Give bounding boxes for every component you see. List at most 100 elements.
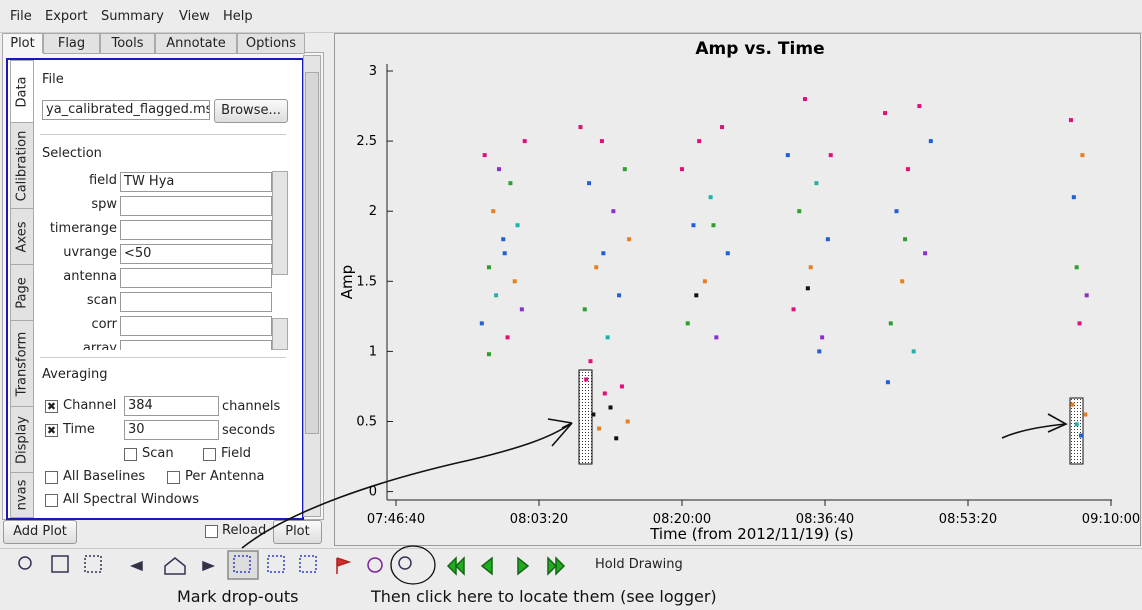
channel-checkbox[interactable]: ✖ [45, 400, 58, 413]
annotation: Then click here to locate them (see logg… [371, 587, 717, 606]
menu-item[interactable]: File [10, 9, 32, 24]
side-tab[interactable]: Calibration [10, 122, 34, 210]
y-tick-label: 1 [369, 344, 377, 359]
field-label: timerange [49, 221, 117, 236]
y-tick-label: 0.5 [356, 414, 377, 429]
file-path[interactable]: ya_calibrated_flagged.ms [42, 100, 210, 120]
hold-drawing[interactable]: Hold Drawing [595, 557, 683, 572]
field-label: field [88, 173, 117, 188]
point [627, 237, 632, 242]
point [1070, 402, 1075, 407]
x-tick-label: 08:03:20 [510, 512, 568, 527]
option-checkbox[interactable] [45, 494, 58, 507]
x-tick-label: 09:10:00 [1082, 512, 1140, 527]
side-tab[interactable]: Page [10, 264, 34, 322]
selection-fields: field TW Hya spw timerange uvrange <50 antenna… [0, 168, 300, 350]
menu-item[interactable]: Export [45, 9, 88, 24]
menu-item[interactable]: Summary [101, 9, 164, 24]
point [702, 279, 707, 284]
point [888, 321, 893, 326]
point [599, 139, 604, 144]
side-tab-label: Calibration [14, 130, 30, 202]
time-checkbox[interactable]: ✖ [45, 424, 58, 437]
point [1084, 293, 1089, 298]
point [578, 125, 583, 130]
side-tab-label: Data [14, 76, 30, 108]
field-label: spw [91, 197, 117, 212]
averaging-heading: Averaging [42, 367, 108, 382]
option-checkbox[interactable] [167, 471, 180, 484]
tab[interactable]: Plot [2, 33, 43, 53]
point [697, 139, 702, 144]
plot-button[interactable]: Plot [273, 520, 322, 544]
tab[interactable]: Tools [100, 33, 155, 54]
side-tab[interactable]: Data [10, 60, 34, 124]
field-input[interactable] [120, 196, 272, 216]
y-tick-label: 3 [369, 64, 377, 79]
point [479, 321, 484, 326]
point [594, 265, 599, 270]
option-checkbox[interactable] [45, 471, 58, 484]
point [900, 279, 905, 284]
point [720, 125, 725, 130]
reload-checkbox[interactable] [205, 525, 218, 538]
point [685, 321, 690, 326]
point [588, 359, 593, 364]
field-input[interactable] [120, 292, 272, 312]
side-tab-label: Display [14, 416, 30, 464]
point [508, 181, 513, 186]
point [885, 380, 890, 385]
time-input[interactable]: 30 [124, 420, 219, 440]
menu-item[interactable]: Help [223, 9, 253, 24]
option-checkbox[interactable] [124, 448, 137, 461]
menu-bar [0, 0, 1142, 33]
browse-button[interactable]: Browse... [214, 99, 288, 123]
point [711, 223, 716, 228]
time-label: Time [63, 422, 95, 437]
annotation: Mark drop-outs [177, 587, 299, 606]
point [1078, 433, 1083, 438]
tab[interactable]: Annotate [155, 33, 237, 54]
point [622, 167, 627, 172]
point [708, 195, 713, 200]
y-axis-label: Amp [338, 265, 356, 299]
option-checkbox[interactable] [203, 448, 216, 461]
point [917, 104, 922, 109]
point [486, 352, 491, 357]
field-scroll-2 [272, 318, 288, 350]
point [820, 335, 825, 340]
add-plot-button[interactable]: Add Plot [3, 520, 77, 544]
reload-label: Reload [222, 523, 267, 538]
point [1077, 321, 1082, 326]
tab[interactable]: Flag [43, 33, 100, 54]
point [597, 426, 602, 431]
x-axis-label: Time (from 2012/11/19) (s) [649, 525, 854, 543]
point [512, 279, 517, 284]
field-input[interactable] [120, 268, 272, 288]
side-tab[interactable]: Display [10, 406, 34, 474]
field-input[interactable] [120, 340, 272, 350]
side-tab[interactable]: Axes [10, 208, 34, 266]
point [482, 153, 487, 158]
scroll-thumb [305, 72, 319, 434]
side-tab[interactable]: nvas [10, 472, 34, 518]
field-input[interactable]: <50 [120, 244, 272, 264]
point [1080, 153, 1085, 158]
menu-item[interactable]: View [179, 9, 210, 24]
point [1071, 195, 1076, 200]
field-input[interactable] [120, 316, 272, 336]
side-tab[interactable]: Transform [10, 320, 34, 408]
side-tab-label: Transform [14, 331, 30, 397]
point [1083, 412, 1088, 417]
point [608, 405, 613, 410]
tab[interactable]: Options [237, 33, 305, 54]
field-input[interactable] [120, 220, 272, 240]
field-input[interactable]: TW Hya [120, 172, 272, 192]
point [808, 265, 813, 270]
channel-input[interactable]: 384 [124, 396, 219, 416]
point [519, 307, 524, 312]
flag-region [1069, 397, 1084, 465]
point [785, 153, 790, 158]
toolbar-icons [18, 545, 566, 585]
